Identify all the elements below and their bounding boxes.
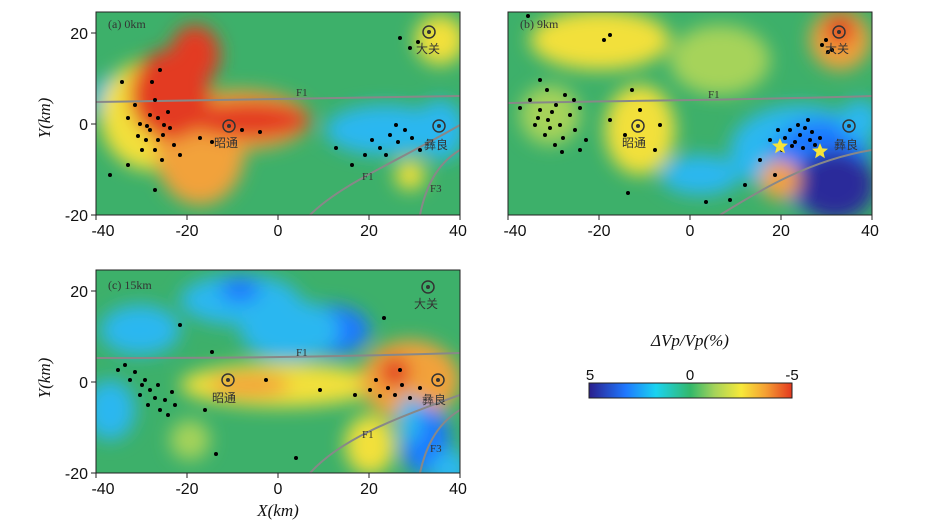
city-label-yiliang: 彝良 bbox=[424, 137, 448, 152]
y-axis-label: Y(km) bbox=[35, 357, 54, 398]
city-marker-zhaotong: 昭通 bbox=[212, 373, 236, 405]
city-label-yiliang: 彝良 bbox=[422, 392, 446, 407]
panel-a-label: (a) 0km bbox=[108, 17, 146, 31]
x-tick: 40 bbox=[449, 223, 467, 240]
panel-c: (c) 15km F1 F1 F3 昭通 大关 彝良 -40 -20 0 20 … bbox=[35, 269, 467, 520]
city-label-zhaotong: 昭通 bbox=[622, 136, 646, 150]
city-label-daguan: 大关 bbox=[416, 42, 440, 56]
x-tick: 20 bbox=[360, 481, 378, 498]
panel-c-label: (c) 15km bbox=[108, 278, 152, 292]
city-marker-yiliang: 彝良 bbox=[834, 119, 858, 152]
seismicity-dots-c bbox=[116, 316, 422, 460]
y-tick: 20 bbox=[70, 284, 88, 301]
colorbar-tick: 5 bbox=[586, 367, 594, 384]
x-axis-label: X(km) bbox=[256, 501, 299, 520]
x-tick: -20 bbox=[175, 223, 198, 240]
x-tick: 20 bbox=[772, 223, 790, 240]
fault-label: F1 bbox=[362, 429, 374, 441]
colorbar: ΔVp/Vp(%) 5 0 -5 bbox=[586, 331, 799, 399]
panel-a: (a) 0km F1 F1 F3 昭通 大关 彝良 -40 -20 0 20 4… bbox=[35, 11, 467, 240]
colorbar-tick: 0 bbox=[686, 367, 694, 384]
city-label-zhaotong: 昭通 bbox=[212, 391, 236, 405]
y-tick: 0 bbox=[79, 117, 88, 134]
colorbar-gradient bbox=[588, 382, 793, 399]
fault-label: F1 bbox=[362, 171, 374, 183]
epicenter-star-icon bbox=[812, 143, 828, 159]
fault-label: F3 bbox=[430, 443, 442, 455]
city-marker-yiliang: 彝良 bbox=[424, 119, 448, 152]
seismicity-dots-b bbox=[518, 14, 834, 204]
epicenter-star-icon bbox=[772, 138, 788, 154]
x-tick: 40 bbox=[449, 481, 467, 498]
city-marker-zhaotong: 昭通 bbox=[214, 119, 238, 150]
fault-label: F1 bbox=[296, 87, 308, 99]
city-label-zhaotong: 昭通 bbox=[214, 136, 238, 150]
fault-label: F3 bbox=[430, 183, 442, 195]
panel-b: (b) 9km F1 昭通 大关 彝良 -40 -20 0 20 40 bbox=[503, 11, 879, 240]
y-tick: 0 bbox=[79, 375, 88, 392]
city-label-daguan: 大关 bbox=[414, 297, 438, 311]
fault-label: F1 bbox=[296, 347, 308, 359]
city-marker-daguan: 大关 bbox=[416, 25, 440, 56]
y-tick: -20 bbox=[65, 466, 88, 483]
city-label-yiliang: 彝良 bbox=[834, 137, 858, 152]
seismicity-dots-a bbox=[108, 36, 422, 192]
panel-b-label: (b) 9km bbox=[520, 17, 559, 31]
colorbar-title: ΔVp/Vp(%) bbox=[650, 331, 729, 350]
x-tick: 20 bbox=[360, 223, 378, 240]
x-tick: -20 bbox=[175, 481, 198, 498]
x-tick: -40 bbox=[503, 223, 526, 240]
city-marker-yiliang: 彝良 bbox=[422, 373, 446, 407]
city-marker-zhaotong: 昭通 bbox=[622, 119, 646, 150]
x-tick: 0 bbox=[274, 223, 283, 240]
city-marker-daguan: 大关 bbox=[825, 25, 849, 56]
fault-label: F1 bbox=[708, 89, 720, 101]
x-tick: -40 bbox=[91, 481, 114, 498]
x-tick: -20 bbox=[587, 223, 610, 240]
colorbar-tick: -5 bbox=[785, 367, 798, 384]
x-tick: 0 bbox=[274, 481, 283, 498]
city-label-daguan: 大关 bbox=[825, 42, 849, 56]
city-marker-daguan: 大关 bbox=[414, 280, 438, 311]
y-axis-label: Y(km) bbox=[35, 97, 54, 138]
x-tick: 40 bbox=[861, 223, 879, 240]
y-tick: 20 bbox=[70, 26, 88, 43]
y-tick: -20 bbox=[65, 208, 88, 225]
x-tick: -40 bbox=[91, 223, 114, 240]
x-tick: 0 bbox=[686, 223, 695, 240]
